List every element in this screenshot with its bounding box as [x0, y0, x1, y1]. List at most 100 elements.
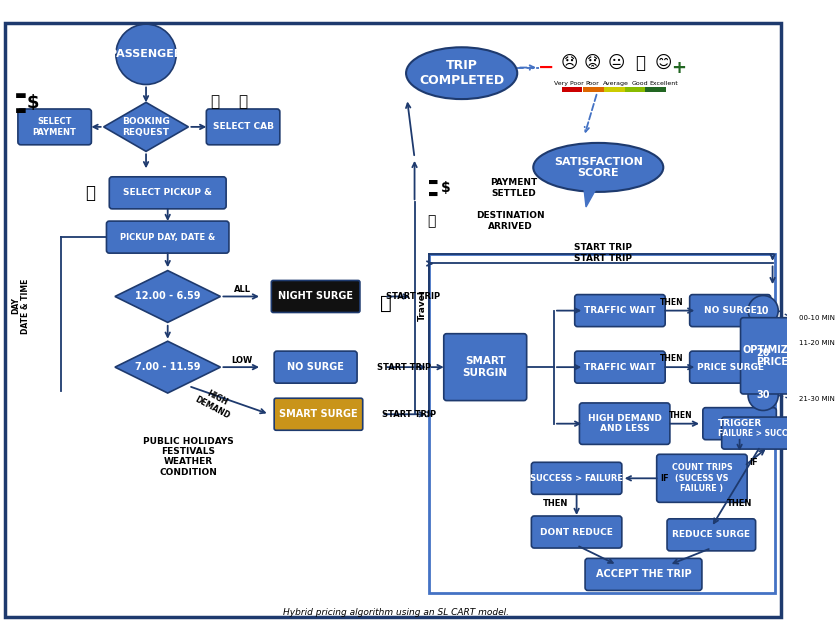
Text: Excellent: Excellent — [649, 81, 678, 86]
Text: 😊: 😊 — [655, 54, 672, 72]
Text: THEN: THEN — [660, 354, 684, 363]
Text: SMART SURGE: SMART SURGE — [279, 409, 357, 419]
Text: THEN: THEN — [670, 411, 693, 420]
Text: Travel: Travel — [418, 290, 427, 321]
Text: SMART
SURGIN: SMART SURGIN — [463, 356, 508, 378]
Text: NO SURGE: NO SURGE — [287, 362, 344, 372]
Text: ▬
▬: ▬ ▬ — [428, 178, 438, 199]
Text: THEN: THEN — [544, 499, 569, 508]
Text: HIGH DEMAND
AND LESS: HIGH DEMAND AND LESS — [588, 414, 661, 433]
Text: REDUCE SURGE: REDUCE SURGE — [672, 530, 751, 539]
Text: 21-30 MINS: 21-30 MINS — [799, 396, 835, 402]
FancyBboxPatch shape — [574, 295, 665, 327]
Text: 🚕: 🚕 — [239, 94, 248, 109]
Text: THEN: THEN — [660, 297, 684, 306]
FancyBboxPatch shape — [583, 87, 604, 92]
Polygon shape — [104, 103, 189, 151]
Text: PAYMENT
SETTLED: PAYMENT SETTLED — [490, 178, 537, 198]
Text: PASSENGER: PASSENGER — [109, 49, 183, 60]
Text: Very Poor: Very Poor — [554, 81, 584, 86]
Text: NIGHT SURGE: NIGHT SURGE — [278, 292, 353, 301]
FancyBboxPatch shape — [656, 454, 747, 503]
Text: FAILURE > SUCCESS: FAILURE > SUCCESS — [718, 429, 803, 438]
Text: 😟: 😟 — [584, 54, 601, 72]
Text: Good: Good — [631, 81, 648, 86]
FancyBboxPatch shape — [579, 403, 670, 444]
Text: 😐: 😐 — [608, 54, 625, 72]
FancyBboxPatch shape — [428, 254, 776, 594]
Text: DONT REDUCE: DONT REDUCE — [540, 528, 613, 537]
Text: PRICE SURGE: PRICE SURGE — [696, 363, 764, 372]
Ellipse shape — [406, 47, 517, 99]
Text: SELECT PICKUP &: SELECT PICKUP & — [124, 188, 212, 197]
Text: NO SURGE: NO SURGE — [704, 306, 757, 315]
Polygon shape — [115, 271, 220, 322]
Text: TRIGGER: TRIGGER — [717, 419, 762, 428]
Text: 20: 20 — [757, 348, 770, 358]
Text: START TRIP: START TRIP — [387, 292, 440, 301]
Text: START TRIP: START TRIP — [574, 243, 632, 252]
Ellipse shape — [534, 143, 663, 192]
FancyBboxPatch shape — [271, 281, 360, 313]
Text: TRAFFIC WAIT: TRAFFIC WAIT — [584, 363, 655, 372]
Text: LOW: LOW — [231, 356, 253, 365]
FancyBboxPatch shape — [561, 87, 582, 92]
Text: TRAFFIC WAIT: TRAFFIC WAIT — [584, 306, 655, 315]
FancyBboxPatch shape — [625, 87, 645, 92]
Text: SUCCESS > FAILURE: SUCCESS > FAILURE — [530, 474, 623, 483]
Text: $: $ — [441, 181, 451, 195]
FancyBboxPatch shape — [109, 177, 226, 209]
Text: ACCEPT THE TRIP: ACCEPT THE TRIP — [595, 569, 691, 579]
Text: 7.00 - 11.59: 7.00 - 11.59 — [135, 362, 200, 372]
FancyBboxPatch shape — [604, 87, 625, 92]
Text: ▬
▬: ▬ ▬ — [15, 89, 27, 117]
Text: $: $ — [27, 94, 39, 112]
Text: DESTINATION
ARRIVED: DESTINATION ARRIVED — [476, 212, 544, 231]
FancyBboxPatch shape — [574, 351, 665, 383]
Text: 😞: 😞 — [560, 54, 578, 72]
FancyBboxPatch shape — [206, 109, 280, 145]
Text: Hybrid pricing algorithm using an SL CART model.: Hybrid pricing algorithm using an SL CAR… — [283, 608, 509, 617]
FancyBboxPatch shape — [18, 109, 91, 145]
Text: 10: 10 — [757, 306, 770, 315]
Text: BOOKING
REQUEST: BOOKING REQUEST — [122, 117, 170, 137]
Text: DAY
DATE & TIME: DAY DATE & TIME — [11, 278, 30, 333]
Text: SELECT CAB: SELECT CAB — [213, 122, 274, 131]
FancyBboxPatch shape — [5, 23, 781, 617]
FancyBboxPatch shape — [741, 318, 805, 394]
Text: 12.00 - 6.59: 12.00 - 6.59 — [135, 292, 200, 301]
Polygon shape — [584, 190, 595, 207]
Text: SATISFACTION
SCORE: SATISFACTION SCORE — [554, 156, 643, 178]
FancyBboxPatch shape — [690, 295, 771, 327]
FancyBboxPatch shape — [721, 417, 799, 449]
FancyBboxPatch shape — [274, 351, 357, 383]
Text: START TRIP: START TRIP — [574, 254, 632, 263]
Polygon shape — [115, 341, 220, 393]
Text: 🙂: 🙂 — [635, 54, 645, 72]
Text: 🚕: 🚕 — [381, 294, 392, 313]
Text: 🏁: 🏁 — [428, 214, 436, 228]
Text: PICKUP DAY, DATE &: PICKUP DAY, DATE & — [120, 233, 215, 242]
Text: START TRIP: START TRIP — [377, 363, 431, 372]
Text: 00-10 MINS: 00-10 MINS — [799, 315, 835, 321]
FancyBboxPatch shape — [645, 87, 666, 92]
Text: OPTIMIZED
PRICE: OPTIMIZED PRICE — [742, 345, 802, 367]
Circle shape — [748, 296, 778, 326]
Text: SELECT
PAYMENT: SELECT PAYMENT — [33, 117, 77, 137]
Circle shape — [748, 380, 778, 410]
Text: Average: Average — [603, 81, 629, 86]
Circle shape — [748, 338, 778, 368]
Text: 🌐: 🌐 — [85, 184, 95, 202]
Text: +: + — [671, 58, 686, 76]
Text: START TRIP: START TRIP — [382, 410, 436, 419]
FancyBboxPatch shape — [531, 462, 622, 494]
Text: Poor: Poor — [585, 81, 600, 86]
Text: TRIP
COMPLETED: TRIP COMPLETED — [419, 59, 504, 87]
Text: IF: IF — [750, 458, 758, 467]
FancyBboxPatch shape — [274, 398, 362, 430]
Text: PUBLIC HOLIDAYS
FESTIVALS
WEATHER
CONDITION: PUBLIC HOLIDAYS FESTIVALS WEATHER CONDIT… — [143, 437, 234, 477]
FancyBboxPatch shape — [107, 221, 229, 253]
Text: 🚗: 🚗 — [210, 94, 220, 109]
FancyBboxPatch shape — [667, 519, 756, 551]
Text: −: − — [539, 58, 554, 77]
